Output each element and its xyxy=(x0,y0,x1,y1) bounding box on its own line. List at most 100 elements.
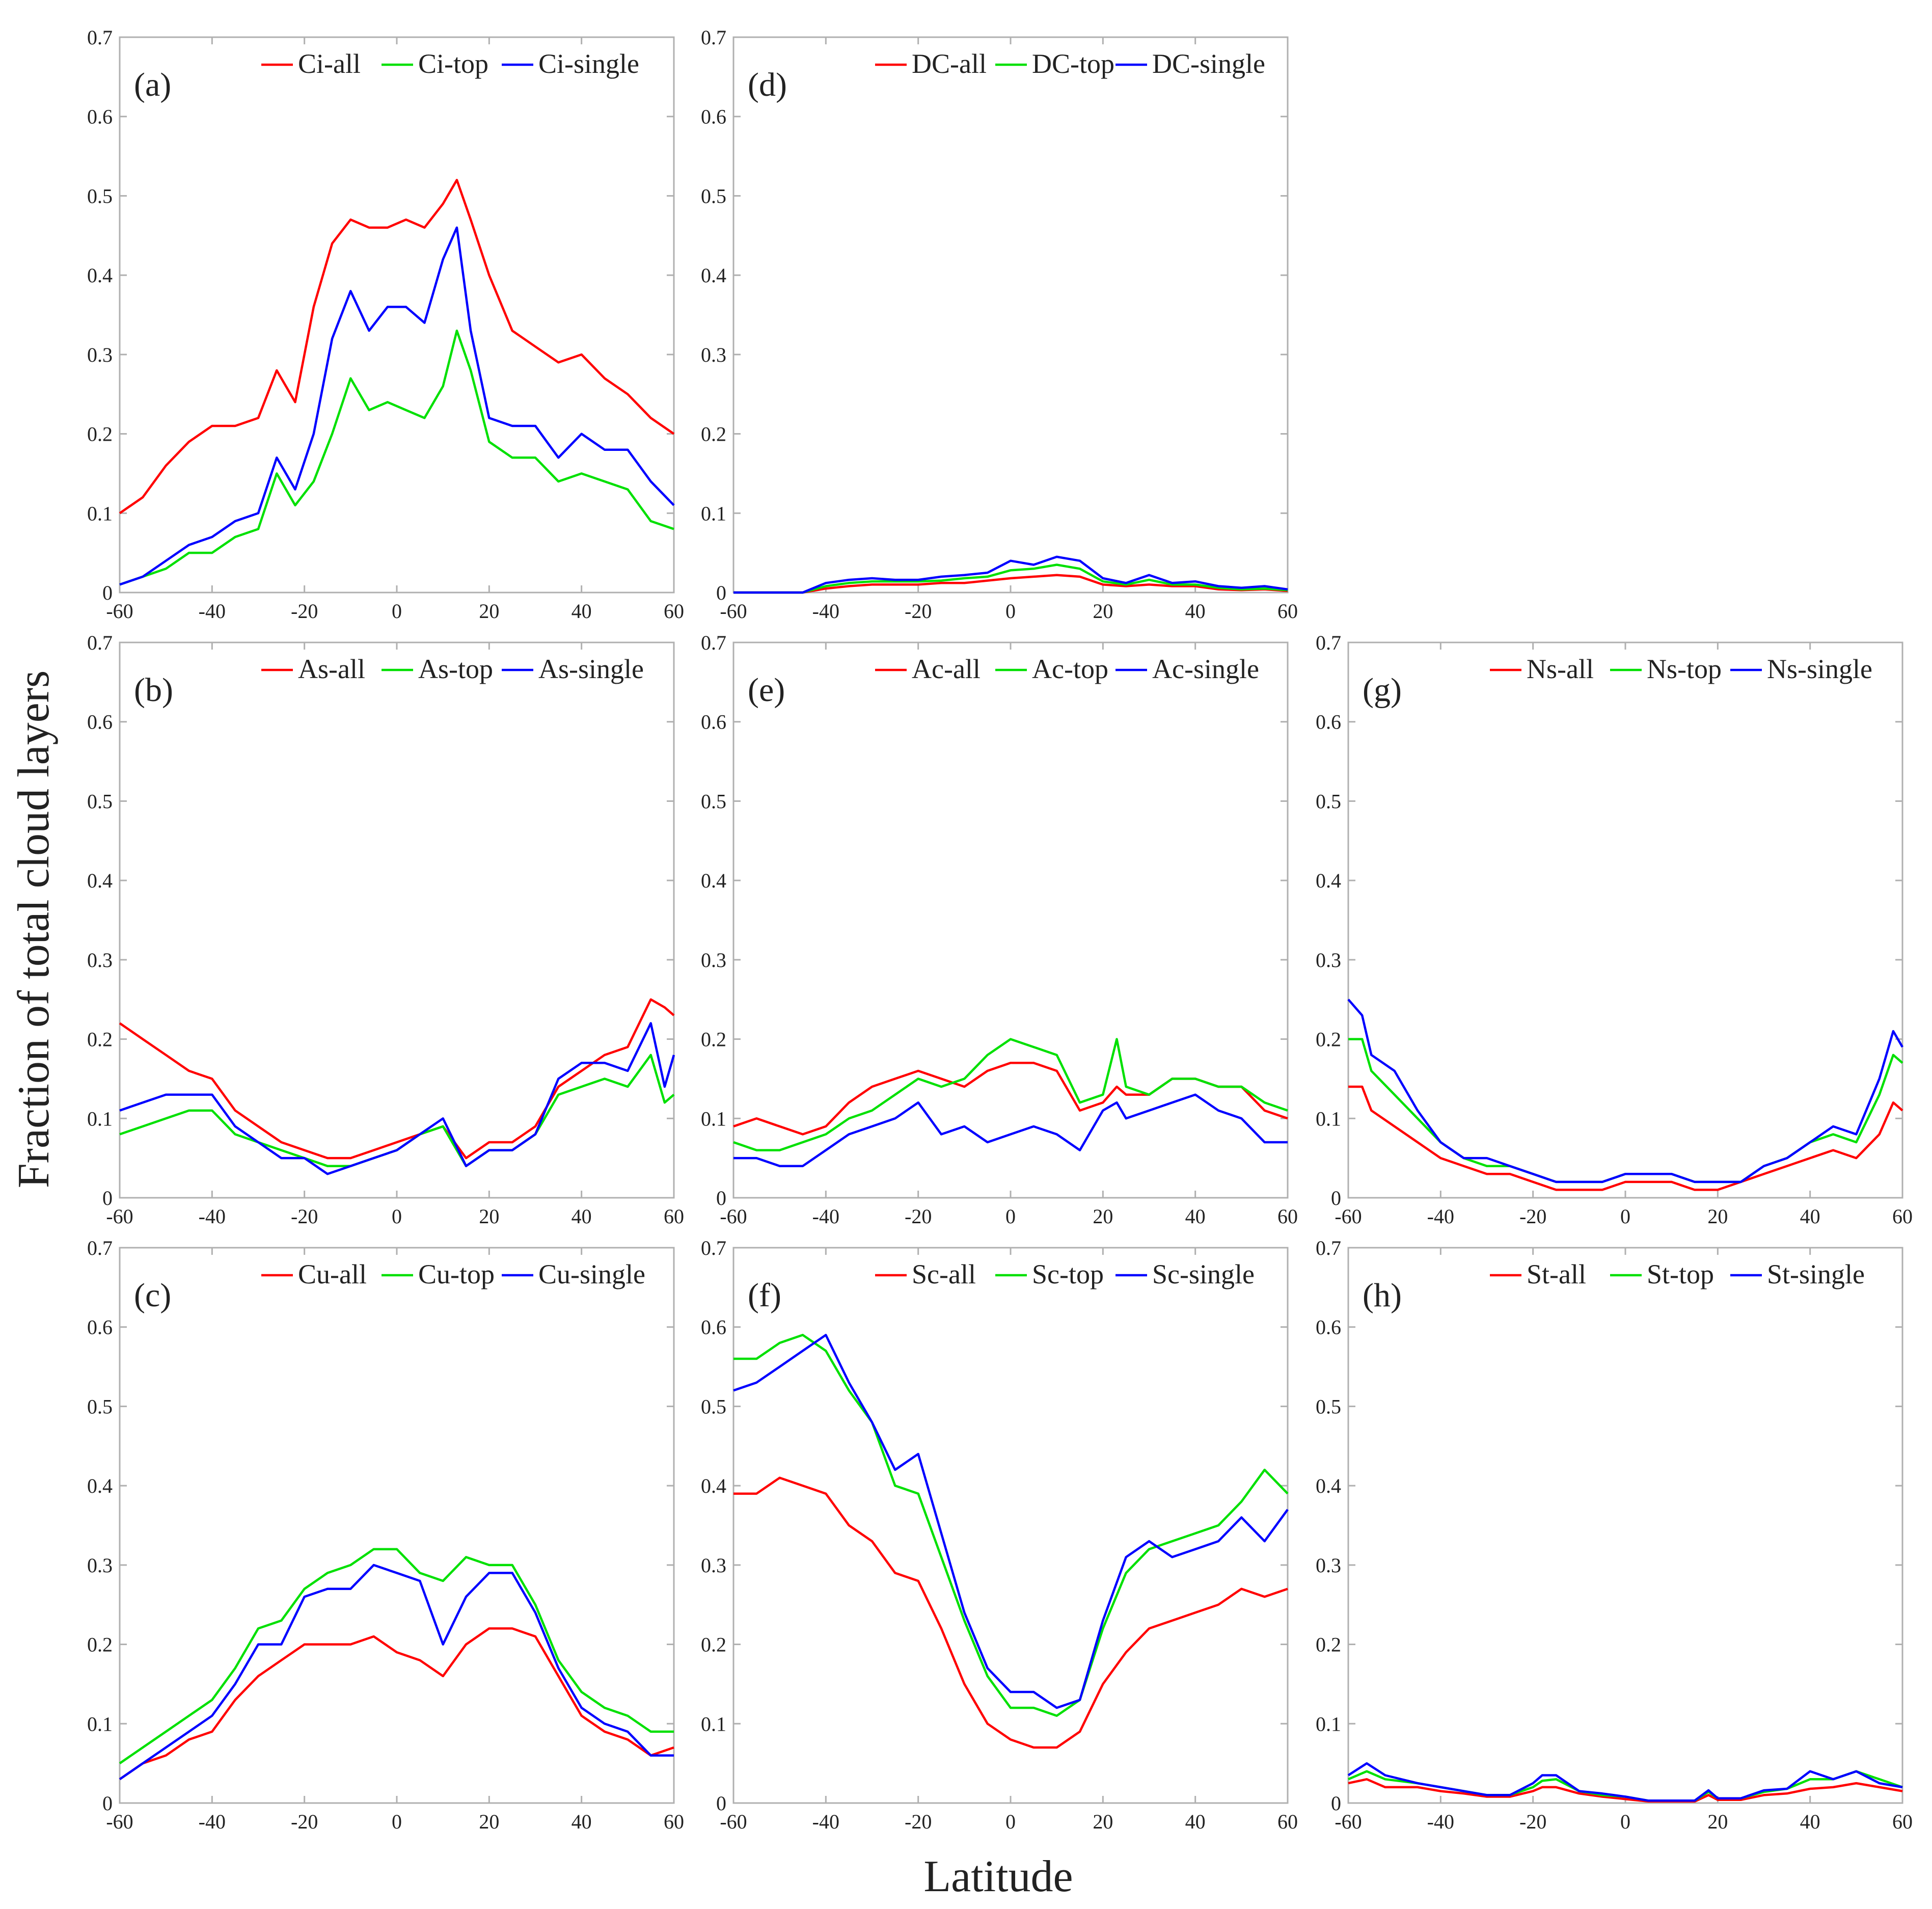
y-tick-label: 0 xyxy=(716,1792,726,1815)
x-tick-label: -60 xyxy=(1335,1810,1362,1833)
y-tick-label: 0.6 xyxy=(87,1316,113,1339)
x-axis-title: Latitude xyxy=(923,1852,1073,1901)
y-tick-label: 0.3 xyxy=(1316,1554,1341,1577)
y-tick-label: 0.7 xyxy=(87,1236,113,1259)
panel-g: 0 0.1 0.2 0.3 0.4 0.5 0.6 0.7 -60 -40 -20 0 20 40 60 (g… xyxy=(1316,631,1913,1228)
series-line-top xyxy=(733,563,1288,594)
y-tick-label: 0.3 xyxy=(1316,949,1341,972)
legend: Ci-all Ci-top Ci-single xyxy=(261,48,639,79)
legend-label-top: Sc-top xyxy=(1032,1259,1104,1289)
x-tick-label: -60 xyxy=(720,1205,747,1228)
x-tick-label: 20 xyxy=(1707,1810,1728,1833)
x-tick-label: -60 xyxy=(106,1810,133,1833)
legend-label-single: Ns-single xyxy=(1767,654,1872,684)
y-tick-label: 0.4 xyxy=(701,869,726,892)
y-tick-label: 0.6 xyxy=(87,711,113,734)
series-line-single xyxy=(733,1334,1289,1709)
legend: DC-all DC-top DC-single xyxy=(875,48,1265,79)
y-tick-label: 0.1 xyxy=(701,1107,726,1130)
legend-label-top: Cu-top xyxy=(418,1259,495,1289)
y-tick-label: 0.3 xyxy=(87,1554,113,1577)
x-tick-label: -20 xyxy=(905,1810,932,1833)
legend-label-top: Ns-top xyxy=(1647,654,1722,684)
y-tick-label: 0.1 xyxy=(1316,1712,1341,1735)
y-tick-label: 0 xyxy=(102,1792,113,1815)
y-tick-label: 0.3 xyxy=(701,949,726,972)
x-tick-label: 60 xyxy=(1277,1205,1298,1228)
x-tick-label: -60 xyxy=(106,600,133,623)
panel-tag: (d) xyxy=(748,66,787,103)
x-tick-label: 0 xyxy=(1005,600,1016,623)
legend: Ac-all Ac-top Ac-single xyxy=(875,654,1259,684)
legend-label-all: DC-all xyxy=(912,48,987,79)
y-tick-label: 0.5 xyxy=(701,184,726,207)
y-tick-label: 0 xyxy=(102,1187,113,1209)
legend-label-all: Sc-all xyxy=(912,1259,976,1289)
y-tick-label: 0.4 xyxy=(701,1474,726,1497)
y-tick-label: 0.4 xyxy=(701,264,726,287)
x-tick-label: 0 xyxy=(1005,1810,1016,1833)
x-tick-label: -40 xyxy=(199,600,226,623)
panel-tag: (b) xyxy=(134,671,173,709)
x-tick-label: -20 xyxy=(1519,1810,1546,1833)
series-line-single xyxy=(119,226,675,586)
x-tick-label: -20 xyxy=(291,1205,318,1228)
series-line-all xyxy=(119,179,675,515)
series-line-single xyxy=(119,1564,674,1781)
series-line-single xyxy=(733,1093,1288,1167)
y-tick-label: 0.2 xyxy=(701,423,726,446)
legend-label-all: Ci-all xyxy=(298,48,361,79)
y-tick-label: 0.3 xyxy=(701,343,726,366)
series-line-top xyxy=(119,329,674,586)
panels: 0 0.1 0.2 0.3 0.4 0.5 0.6 0.7 -60 -40 -20 0 20 40 60 (a… xyxy=(87,26,1913,1833)
y-tick-label: 0.2 xyxy=(1316,1633,1341,1656)
x-tick-label: 60 xyxy=(1892,1810,1913,1833)
legend-label-single: As-single xyxy=(538,654,644,684)
y-tick-label: 0 xyxy=(1331,1187,1341,1209)
panel-tag: (f) xyxy=(748,1277,781,1314)
x-tick-label: 20 xyxy=(1093,1810,1113,1833)
y-tick-label: 0 xyxy=(102,581,113,604)
y-tick-label: 0.6 xyxy=(87,105,113,128)
legend-label-top: DC-top xyxy=(1032,48,1114,79)
x-tick-label: -60 xyxy=(106,1205,133,1228)
series-line-all xyxy=(733,1476,1288,1749)
panel-d: 0 0.1 0.2 0.3 0.4 0.5 0.6 0.7 -60 -40 -20 0 20 40 60 (d… xyxy=(701,26,1298,623)
legend-label-single: DC-single xyxy=(1152,48,1265,79)
legend-label-single: St-single xyxy=(1767,1259,1865,1289)
legend-label-all: As-all xyxy=(298,654,365,684)
x-tick-label: 60 xyxy=(1892,1205,1913,1228)
legend-label-single: Cu-single xyxy=(538,1259,645,1289)
x-tick-label: 60 xyxy=(664,1810,684,1833)
x-tick-label: -60 xyxy=(1335,1205,1362,1228)
legend: Sc-all Sc-top Sc-single xyxy=(875,1259,1255,1289)
x-tick-label: 20 xyxy=(479,1810,499,1833)
y-tick-label: 0.5 xyxy=(87,1395,113,1418)
legend: Ns-all Ns-top Ns-single xyxy=(1490,654,1872,684)
x-tick-label: 60 xyxy=(664,1205,684,1228)
x-tick-label: 40 xyxy=(1185,600,1206,623)
panel-tag: (c) xyxy=(134,1277,171,1314)
series-line-top xyxy=(733,1038,1288,1151)
y-tick-label: 0.4 xyxy=(87,264,113,287)
panel-b: 0 0.1 0.2 0.3 0.4 0.5 0.6 0.7 -60 -40 -20 0 20 40 60 (b… xyxy=(87,631,684,1228)
x-tick-label: -40 xyxy=(199,1810,226,1833)
x-tick-label: 40 xyxy=(1185,1810,1206,1833)
x-tick-label: 0 xyxy=(1620,1205,1630,1228)
y-tick-label: 0.2 xyxy=(701,1028,726,1051)
y-tick-label: 0.5 xyxy=(701,1395,726,1418)
y-tick-label: 0.4 xyxy=(87,1474,113,1497)
legend-label-single: Ac-single xyxy=(1152,654,1259,684)
x-tick-label: 20 xyxy=(1707,1205,1728,1228)
series-line-single xyxy=(1347,999,1903,1184)
legend-label-top: Ci-top xyxy=(418,48,488,79)
x-tick-label: 40 xyxy=(572,600,592,623)
y-tick-label: 0 xyxy=(716,581,726,604)
y-tick-label: 0.6 xyxy=(701,1316,726,1339)
x-tick-label: -40 xyxy=(812,600,839,623)
y-tick-label: 0.1 xyxy=(701,1712,726,1735)
y-tick-label: 0.2 xyxy=(1316,1028,1341,1051)
x-tick-label: -60 xyxy=(720,600,747,623)
series-line-single xyxy=(1347,1762,1903,1802)
y-tick-label: 0.7 xyxy=(87,631,113,654)
